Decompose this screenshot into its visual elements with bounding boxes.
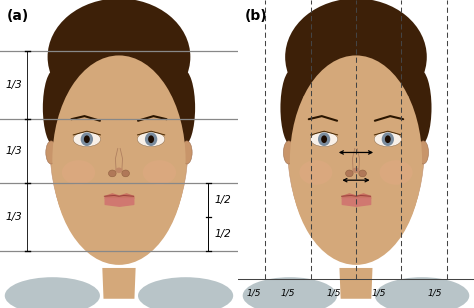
Ellipse shape: [353, 168, 359, 173]
Ellipse shape: [318, 132, 330, 146]
Ellipse shape: [408, 69, 431, 146]
Ellipse shape: [299, 160, 332, 185]
Text: (b): (b): [245, 9, 268, 23]
Ellipse shape: [290, 55, 422, 265]
Text: (a): (a): [7, 9, 29, 23]
Text: 1/3: 1/3: [6, 80, 23, 90]
Ellipse shape: [285, 0, 427, 116]
Ellipse shape: [73, 132, 100, 147]
Ellipse shape: [380, 160, 413, 185]
Ellipse shape: [137, 132, 165, 147]
Ellipse shape: [288, 29, 424, 263]
Ellipse shape: [148, 135, 154, 143]
Ellipse shape: [50, 29, 188, 263]
Ellipse shape: [171, 69, 195, 146]
Ellipse shape: [418, 141, 428, 164]
Ellipse shape: [281, 69, 304, 146]
Ellipse shape: [5, 277, 100, 308]
Text: 1/5: 1/5: [246, 288, 261, 297]
Ellipse shape: [122, 170, 129, 177]
Ellipse shape: [346, 170, 353, 177]
Ellipse shape: [182, 141, 192, 164]
Text: 1/2: 1/2: [214, 195, 231, 205]
Ellipse shape: [143, 160, 176, 185]
Polygon shape: [102, 268, 136, 299]
Ellipse shape: [62, 160, 95, 185]
Text: 1/5: 1/5: [281, 288, 295, 297]
Text: 1/5: 1/5: [326, 288, 341, 297]
Ellipse shape: [374, 132, 401, 147]
Text: 1/5: 1/5: [428, 288, 442, 297]
Ellipse shape: [310, 132, 337, 147]
Ellipse shape: [385, 135, 391, 143]
Ellipse shape: [138, 277, 233, 308]
Text: 1/3: 1/3: [6, 146, 23, 156]
Ellipse shape: [84, 135, 90, 143]
Polygon shape: [339, 268, 373, 299]
Ellipse shape: [375, 277, 469, 308]
Ellipse shape: [115, 168, 123, 173]
Ellipse shape: [382, 132, 394, 146]
Ellipse shape: [47, 0, 191, 116]
Ellipse shape: [283, 141, 294, 164]
Text: 1/2: 1/2: [214, 229, 231, 239]
Ellipse shape: [46, 141, 56, 164]
Ellipse shape: [243, 277, 337, 308]
Ellipse shape: [52, 55, 186, 265]
Ellipse shape: [109, 170, 116, 177]
Ellipse shape: [359, 170, 366, 177]
Ellipse shape: [81, 132, 93, 146]
Ellipse shape: [43, 69, 67, 146]
Ellipse shape: [145, 132, 157, 146]
Text: 1/5: 1/5: [371, 288, 386, 297]
Ellipse shape: [321, 135, 327, 143]
Text: 1/3: 1/3: [6, 212, 23, 222]
